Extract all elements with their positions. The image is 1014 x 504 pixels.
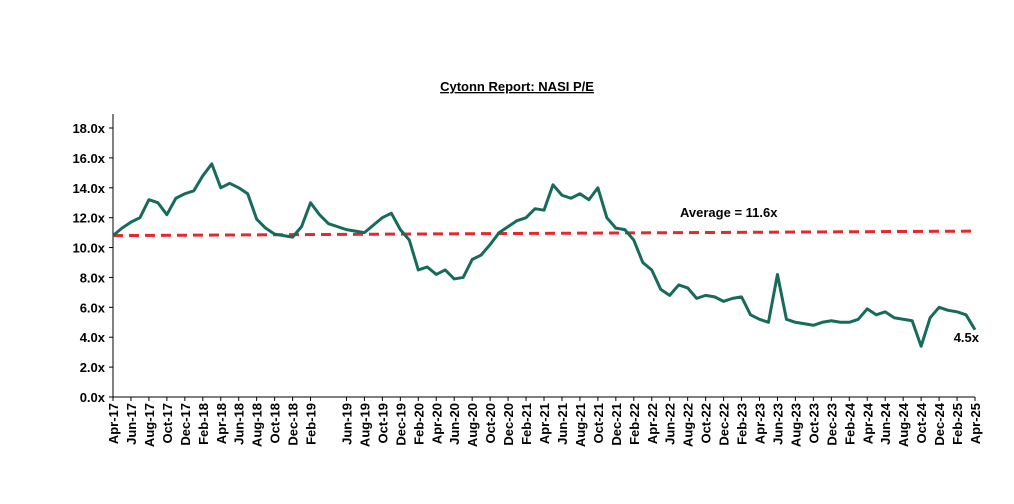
x-tick-label: Aug-17 [142,403,157,447]
x-tick-label: Aug-22 [681,403,696,447]
y-tick-label: 8.0x [80,270,106,285]
x-tick-label: Apr-24 [860,402,875,444]
x-tick-label: Feb-22 [627,403,642,445]
x-tick-label: Jun-17 [124,403,139,445]
y-tick-label: 18.0x [72,121,105,136]
y-tick-label: 4.0x [80,330,106,345]
average-line [112,229,976,238]
data-label: 4.5x [954,330,980,345]
average-label: Average = 11.6x [680,205,778,220]
chart-title: Cytonn Report: NASI P/E [440,79,594,94]
x-tick-label: Feb-23 [735,403,750,445]
x-tick-label: Dec-21 [609,403,624,446]
x-tick-label: Dec-24 [932,402,947,445]
x-tick-label: Oct-22 [699,403,714,443]
x-tick-label: Apr-18 [214,403,229,444]
x-tick-label: Dec-22 [717,403,732,446]
x-tick-label: Oct-21 [591,403,606,443]
x-tick-label: Oct-19 [375,403,390,443]
x-tick-label: Jun-21 [555,403,570,445]
x-tick-label: Dec-20 [501,403,516,446]
y-tick-label: 16.0x [72,151,105,166]
x-tick-label: Aug-18 [250,403,265,447]
x-tick-label: Aug-21 [573,403,588,447]
x-tick-label: Jun-19 [339,403,354,445]
x-tick-label: Feb-24 [842,402,857,445]
line-series [112,162,977,348]
x-tick-label: Apr-23 [753,403,768,444]
x-tick-label: Dec-19 [393,403,408,446]
x-tick-label: Aug-24 [896,402,911,447]
x-tick-label: Oct-18 [268,403,283,443]
y-tick-label: 2.0x [80,360,106,375]
x-tick-label: Oct-23 [806,403,821,443]
x-tick-label: Feb-21 [519,403,534,445]
x-tick-label: Feb-20 [411,403,426,445]
x-tick-label: Apr-21 [537,403,552,444]
x-tick-label: Oct-24 [914,402,929,443]
x-tick-label: Dec-18 [286,403,301,446]
x-tick-label: Aug-19 [357,403,372,447]
x-tick-label: Jun-23 [770,403,785,445]
x-tick-label: Aug-20 [465,403,480,447]
x-tick-label: Jun-18 [232,403,247,445]
x-tick-label: Apr-17 [106,403,121,444]
y-tick-label: 0.0x [80,390,106,405]
x-tick-label: Apr-20 [429,403,444,444]
x-tick-label: Feb-25 [950,403,965,445]
y-tick-label: 14.0x [72,181,105,196]
x-tick-label: Jun-22 [663,403,678,445]
x-tick-label: Feb-18 [196,403,211,445]
x-tick-label: Dec-17 [178,403,193,446]
x-tick-label: Apr-25 [968,403,983,444]
y-tick-label: 6.0x [80,300,106,315]
x-tick-label: Aug-23 [788,403,803,447]
x-tick-label: Dec-23 [824,403,839,446]
x-tick-label: Oct-20 [483,403,498,443]
x-tick-label: Apr-22 [645,403,660,444]
y-tick-label: 12.0x [72,211,105,226]
x-tick-label: Oct-17 [160,403,175,443]
x-tick-label: Jun-24 [878,402,893,445]
x-tick-label: Jun-20 [447,403,462,445]
x-tick-label: Feb-19 [304,403,319,445]
y-tick-label: 10.0x [72,241,105,256]
